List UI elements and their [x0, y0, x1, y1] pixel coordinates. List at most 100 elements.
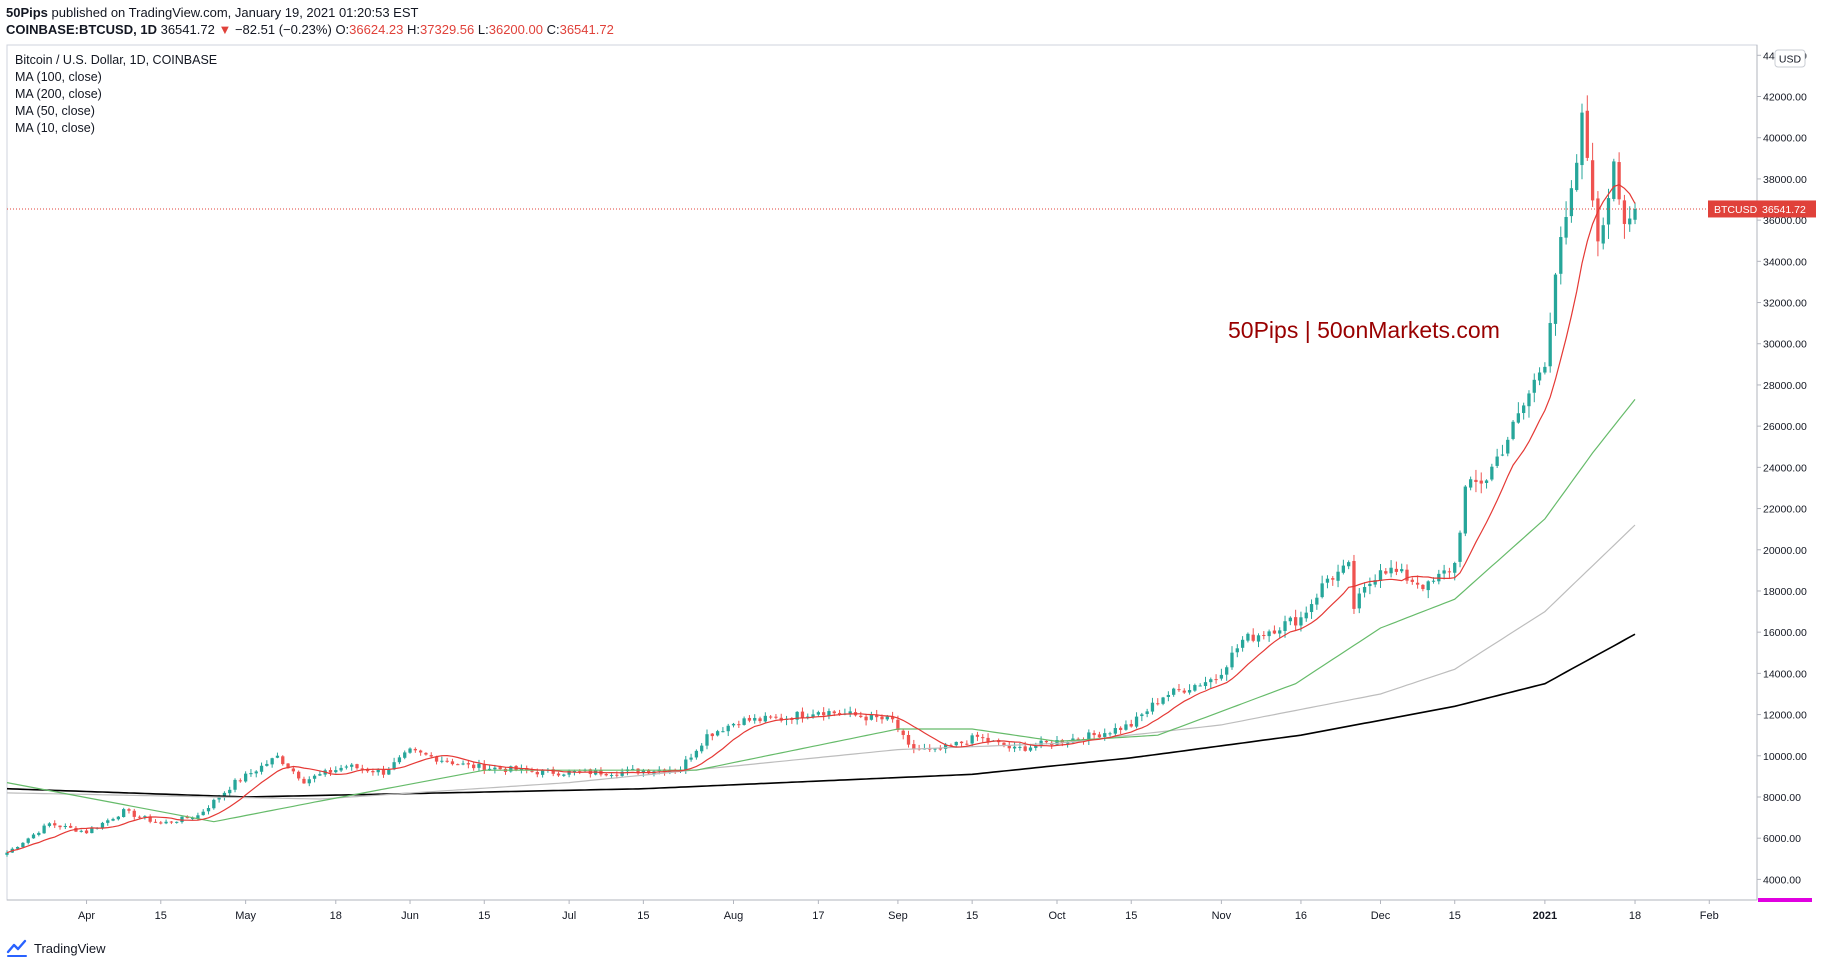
- candle-body: [1039, 740, 1043, 746]
- candle-body: [1590, 160, 1595, 201]
- candle-body: [710, 733, 714, 737]
- candle: [1553, 272, 1558, 336]
- candle-body: [1203, 682, 1208, 687]
- candle-body: [1140, 714, 1144, 717]
- candle: [169, 820, 174, 825]
- candle-body: [1522, 405, 1526, 414]
- candle: [1405, 564, 1409, 584]
- candle-body: [912, 744, 916, 749]
- candle-body: [53, 823, 57, 826]
- candle: [912, 739, 916, 754]
- candle: [302, 776, 306, 784]
- candle: [318, 771, 322, 776]
- candle-body: [15, 846, 20, 849]
- legend-ma10[interactable]: MA (10, close): [15, 121, 95, 135]
- candle: [753, 714, 757, 724]
- candle-body: [1187, 690, 1192, 693]
- candle-body: [1484, 480, 1489, 483]
- candle: [1315, 593, 1319, 610]
- candle-body: [1458, 532, 1462, 562]
- candle-body: [970, 735, 974, 744]
- publisher-name[interactable]: 50Pips: [6, 5, 48, 20]
- candle-body: [1299, 617, 1303, 626]
- candle: [1543, 362, 1547, 375]
- candle-body: [715, 731, 720, 736]
- candle: [726, 723, 730, 737]
- candles-layer: [5, 95, 1637, 857]
- time-tick-label: Sep: [888, 910, 908, 922]
- candle-body: [137, 816, 142, 818]
- candle: [1230, 646, 1234, 670]
- candle: [1177, 683, 1181, 692]
- candle-body: [493, 767, 497, 770]
- price-axis[interactable]: 4000.00 6000.00 8000.00 10000.00 12000.00 140…: [1757, 50, 1807, 886]
- candle-body: [753, 717, 757, 721]
- candle: [1288, 616, 1292, 626]
- candle: [965, 740, 969, 746]
- candle: [1320, 575, 1324, 599]
- candle-body: [737, 724, 741, 726]
- candle-body: [1378, 570, 1383, 581]
- candle-body: [1447, 571, 1452, 573]
- candle-body: [885, 716, 889, 720]
- candle-body: [1405, 569, 1409, 581]
- candle-body: [302, 778, 306, 784]
- candle: [1161, 696, 1165, 706]
- candle-body: [1240, 639, 1245, 648]
- legend-ma50[interactable]: MA (50, close): [15, 104, 95, 118]
- candle: [1410, 577, 1414, 585]
- candle: [90, 826, 94, 834]
- candle: [1559, 226, 1563, 285]
- time-tick-label: 18: [330, 910, 342, 922]
- candle: [1187, 684, 1192, 695]
- candle: [1331, 576, 1335, 586]
- candle: [238, 778, 242, 783]
- candle-body: [875, 714, 879, 718]
- candle: [281, 755, 285, 766]
- candle-body: [116, 816, 121, 820]
- candle-body: [291, 768, 296, 772]
- candle-body: [869, 714, 874, 720]
- candle: [917, 744, 921, 751]
- candle: [694, 749, 699, 760]
- candle-body: [164, 821, 168, 824]
- legend-ma200[interactable]: MA (200, close): [15, 87, 102, 101]
- candle-body: [68, 825, 73, 828]
- legend-ma100[interactable]: MA (100, close): [15, 70, 102, 84]
- candle: [206, 805, 211, 815]
- time-tick-label: 17: [812, 910, 824, 922]
- candle: [1362, 582, 1367, 598]
- candle: [1511, 420, 1515, 441]
- candle-body: [440, 760, 444, 762]
- tradingview-brand[interactable]: TradingView: [34, 940, 106, 956]
- price-tick-label: 42000.00: [1763, 92, 1807, 104]
- candle-body: [5, 852, 9, 855]
- candle-body: [1166, 694, 1171, 697]
- candle-body: [270, 758, 274, 765]
- candle-body: [413, 748, 417, 751]
- candle: [636, 768, 640, 775]
- candle-body: [832, 711, 836, 714]
- tradingview-logo-icon[interactable]: [6, 937, 28, 959]
- candle-body: [1606, 198, 1611, 225]
- candle-body: [180, 816, 184, 823]
- candle: [1378, 564, 1383, 588]
- time-tick-label: May: [235, 910, 256, 922]
- candle: [1203, 676, 1208, 690]
- candle-body: [1463, 486, 1467, 534]
- candle-body: [1230, 652, 1234, 668]
- candle: [556, 771, 561, 777]
- candle-body: [1044, 740, 1049, 743]
- candle-body: [148, 816, 152, 822]
- candle: [1129, 719, 1133, 728]
- price-tick-label: 18000.00: [1763, 586, 1807, 598]
- candle-body: [1617, 162, 1621, 200]
- time-tick-label: 15: [155, 910, 167, 922]
- currency-badge[interactable]: USD: [1774, 49, 1806, 68]
- candle: [906, 730, 911, 748]
- candle: [779, 713, 783, 723]
- time-axis[interactable]: Apr 15 May 18 Jun 15 Jul 15 Aug 17 Sep 15 Oct 15 Nov 16…: [78, 900, 1719, 922]
- candle: [875, 709, 879, 722]
- candle-body: [1246, 633, 1250, 641]
